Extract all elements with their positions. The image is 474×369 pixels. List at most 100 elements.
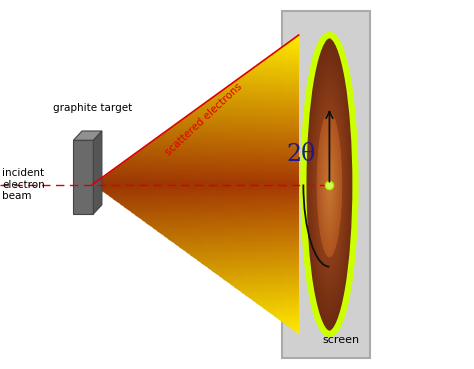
Polygon shape — [265, 310, 299, 311]
Polygon shape — [149, 225, 299, 226]
Ellipse shape — [316, 110, 342, 259]
Ellipse shape — [318, 115, 341, 254]
Polygon shape — [245, 295, 299, 296]
Polygon shape — [246, 72, 299, 73]
Ellipse shape — [316, 106, 343, 263]
Ellipse shape — [325, 158, 334, 211]
Polygon shape — [113, 168, 116, 201]
Polygon shape — [246, 296, 299, 297]
Polygon shape — [173, 125, 299, 126]
Polygon shape — [193, 257, 299, 258]
Polygon shape — [187, 115, 299, 116]
Polygon shape — [92, 183, 299, 184]
Polygon shape — [256, 303, 299, 304]
Polygon shape — [169, 240, 299, 241]
Ellipse shape — [318, 119, 341, 250]
Polygon shape — [168, 129, 299, 130]
Polygon shape — [116, 166, 299, 168]
Polygon shape — [236, 80, 299, 81]
Polygon shape — [194, 110, 299, 111]
Ellipse shape — [312, 87, 346, 282]
Ellipse shape — [310, 74, 349, 295]
Polygon shape — [138, 217, 299, 218]
Polygon shape — [277, 50, 299, 51]
Polygon shape — [289, 41, 299, 42]
Text: graphite target: graphite target — [53, 103, 132, 113]
Polygon shape — [231, 83, 299, 84]
Polygon shape — [215, 273, 299, 274]
Polygon shape — [126, 158, 128, 211]
Polygon shape — [123, 162, 299, 163]
Polygon shape — [245, 73, 299, 74]
Polygon shape — [230, 84, 299, 85]
Polygon shape — [173, 243, 299, 244]
Polygon shape — [191, 256, 299, 257]
Polygon shape — [285, 44, 299, 45]
Polygon shape — [224, 88, 299, 89]
Polygon shape — [124, 207, 299, 208]
Polygon shape — [244, 294, 299, 295]
Polygon shape — [116, 201, 299, 203]
Polygon shape — [105, 193, 299, 194]
Polygon shape — [260, 62, 299, 63]
Polygon shape — [222, 90, 299, 91]
Polygon shape — [165, 237, 299, 238]
Ellipse shape — [326, 166, 333, 203]
Polygon shape — [142, 220, 299, 221]
Ellipse shape — [319, 123, 340, 246]
Polygon shape — [294, 331, 299, 332]
Polygon shape — [109, 196, 299, 197]
Polygon shape — [146, 145, 299, 146]
Polygon shape — [271, 54, 299, 55]
Polygon shape — [190, 255, 299, 256]
Polygon shape — [262, 307, 299, 308]
Polygon shape — [165, 131, 299, 132]
Ellipse shape — [311, 78, 348, 291]
Polygon shape — [216, 274, 299, 275]
Ellipse shape — [324, 155, 335, 214]
Polygon shape — [252, 300, 299, 301]
Polygon shape — [126, 208, 299, 210]
Polygon shape — [248, 71, 299, 72]
Polygon shape — [268, 312, 299, 313]
Polygon shape — [100, 177, 103, 192]
Polygon shape — [274, 52, 299, 53]
Polygon shape — [155, 138, 299, 139]
Ellipse shape — [314, 95, 345, 274]
Polygon shape — [172, 242, 299, 243]
Polygon shape — [147, 144, 299, 145]
Ellipse shape — [319, 128, 339, 241]
Polygon shape — [273, 315, 299, 316]
Ellipse shape — [308, 61, 351, 308]
Polygon shape — [220, 91, 299, 92]
Polygon shape — [134, 154, 299, 155]
Ellipse shape — [315, 104, 344, 265]
Ellipse shape — [326, 162, 333, 207]
Polygon shape — [184, 251, 299, 252]
Polygon shape — [158, 232, 299, 233]
Polygon shape — [296, 36, 299, 37]
Polygon shape — [118, 203, 299, 204]
Polygon shape — [140, 149, 299, 150]
Polygon shape — [109, 172, 299, 173]
Polygon shape — [234, 287, 299, 288]
Polygon shape — [138, 151, 299, 152]
Ellipse shape — [317, 114, 342, 255]
Polygon shape — [143, 146, 299, 148]
Polygon shape — [179, 121, 299, 122]
Ellipse shape — [323, 147, 336, 222]
Polygon shape — [278, 49, 299, 50]
Polygon shape — [278, 319, 299, 320]
Polygon shape — [99, 179, 299, 180]
Polygon shape — [175, 124, 299, 125]
Polygon shape — [144, 145, 146, 224]
Polygon shape — [226, 87, 299, 88]
Polygon shape — [132, 155, 299, 156]
Polygon shape — [281, 321, 299, 322]
Polygon shape — [121, 162, 123, 207]
Polygon shape — [92, 183, 95, 186]
Polygon shape — [73, 131, 102, 140]
Polygon shape — [124, 161, 299, 162]
Polygon shape — [143, 221, 299, 223]
Polygon shape — [141, 219, 299, 220]
